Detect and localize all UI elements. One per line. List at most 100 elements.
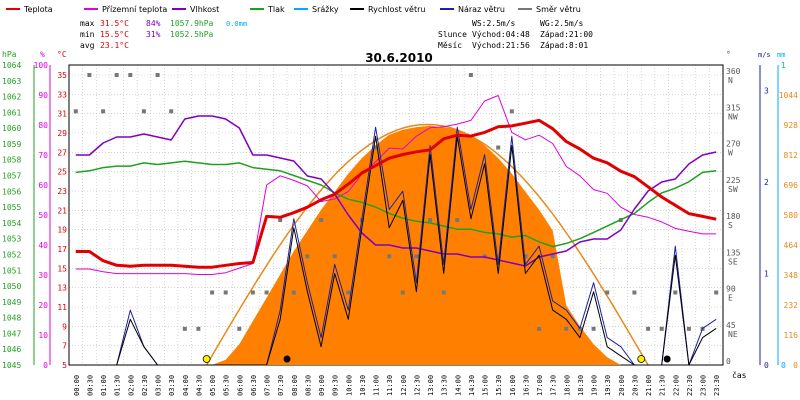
wind-direction-point	[87, 73, 92, 77]
axis-radiation-tick: 0	[793, 361, 798, 370]
sunset-marker	[637, 355, 646, 363]
axis-radiation-tick: 1044	[779, 91, 798, 100]
x-tick-label: 05:00	[209, 375, 217, 396]
x-tick-label: 21:00	[645, 375, 653, 396]
axis-temp-tick: 23	[57, 187, 67, 196]
axis-temp-tick: 9	[62, 322, 67, 331]
wind-direction-point	[387, 254, 392, 259]
axis-radiation-tick: 696	[784, 181, 799, 190]
wind-direction-point	[196, 326, 201, 331]
wind-speed-line	[75, 135, 717, 366]
axis-ms-tick: 1	[764, 270, 769, 279]
wind-direction-point	[346, 290, 351, 295]
axis-hpa-tick: 1064	[2, 61, 21, 70]
axis-dir-cardinal: NE	[728, 330, 738, 339]
x-tick-label: 02:00	[127, 375, 135, 396]
axis-dir-tick: 225	[726, 176, 741, 185]
legend-label: Rychlost větru	[368, 5, 425, 14]
axis-hpa-tick: 1055	[2, 203, 21, 212]
axis-mm-tick: 1	[781, 61, 786, 70]
axis-ms-tick: 2	[764, 178, 769, 187]
x-tick-label: 03:30	[168, 375, 176, 396]
axis-radiation-tick: 580	[784, 211, 799, 220]
wind-direction-point	[468, 73, 473, 77]
x-tick-label: 23:00	[700, 375, 708, 396]
axis-pct-tick: 50	[38, 211, 48, 220]
x-tick-label: 10:00	[345, 375, 353, 396]
wind-direction-point	[73, 109, 78, 114]
axis-hpa-tick: 1062	[2, 93, 21, 102]
x-tick-label: 05:30	[223, 375, 231, 396]
info-sun-rise: Východ:04:48	[472, 30, 530, 39]
axis-radiation-tick: 116	[784, 331, 799, 340]
axis-temp-tick: 15	[57, 264, 67, 273]
wind-direction-point	[550, 254, 555, 259]
wind-direction-point	[114, 73, 119, 77]
x-tick-label: 12:30	[413, 375, 421, 396]
wind-direction-point	[169, 109, 174, 114]
wind-direction-point	[305, 254, 310, 259]
wind-direction-point	[237, 326, 242, 331]
wind-direction-point	[428, 218, 433, 222]
wind-direction-point	[373, 145, 378, 150]
x-tick-label: 10:30	[359, 375, 367, 396]
wind-direction-point	[523, 254, 528, 259]
wind-direction-point	[591, 326, 596, 331]
x-tick-label: 00:30	[86, 375, 94, 396]
axis-ms-tick: 0	[764, 361, 769, 370]
axis-temp-tick: 17	[57, 245, 67, 254]
wind-direction-point	[646, 326, 651, 331]
axis-hpa-tick: 1051	[2, 266, 21, 275]
info-sun-set: Západ:21:00	[540, 30, 593, 39]
wind-direction-point	[101, 109, 106, 114]
wind-direction-point	[564, 326, 569, 331]
axis-temp-tick: 31	[57, 110, 67, 119]
wind-direction-point	[319, 218, 324, 222]
wind-direction-point	[223, 290, 228, 295]
wind-direction-point	[400, 290, 405, 295]
axis-temp-tick: 11	[57, 303, 67, 312]
axis-mm-unit: mm	[777, 51, 785, 59]
sun-moon-markers	[202, 355, 671, 363]
info-sun-label: Slunce	[438, 30, 467, 39]
series-lines	[75, 95, 717, 366]
axis-dir-tick: 360	[726, 67, 741, 76]
x-tick-label: 16:30	[522, 375, 530, 396]
x-tick-label: 04:00	[182, 375, 190, 396]
axis-hpa-tick: 1056	[2, 187, 21, 196]
axis-hpa-tick: 1045	[2, 361, 21, 370]
wind-direction-point	[182, 326, 187, 331]
x-tick-label: 13:00	[427, 375, 435, 396]
x-tick-label: 07:00	[264, 375, 272, 396]
wind-direction-point	[141, 109, 146, 114]
x-tick-label: 15:00	[482, 375, 490, 396]
axis-pct-tick: 40	[38, 241, 48, 250]
x-tick-label: 08:00	[291, 375, 299, 396]
axis-temp-tick: 27	[57, 148, 67, 157]
axis-radiation-tick: 928	[784, 121, 799, 130]
info-ws: WS:2.5m/s	[472, 19, 516, 28]
x-tick-label: 21:30	[659, 375, 667, 396]
axis-hpa-tick: 1054	[2, 219, 21, 228]
wind-direction-point	[441, 290, 446, 295]
axis-pct-label: %	[40, 50, 45, 59]
axis-hpa-tick: 1047	[2, 329, 21, 338]
axis-pct-tick: 80	[38, 121, 48, 130]
axis-dir-tick: 270	[726, 140, 741, 149]
wind-direction-point	[537, 326, 542, 331]
axis-pct-tick: 100	[34, 61, 49, 70]
legend-label: Srážky	[312, 5, 339, 14]
x-tick-label: 01:00	[100, 375, 108, 396]
axis-dir-tick: 45	[726, 321, 736, 330]
stats-min-humidity: 31%	[146, 30, 161, 39]
wind-direction-point	[264, 290, 269, 295]
wind-direction-point	[210, 290, 215, 295]
axis-dir-tick: 0	[726, 357, 731, 366]
x-tick-label: 23:30	[713, 375, 721, 396]
axis-temp-tick: 21	[57, 206, 67, 215]
stats-min-label: min	[80, 30, 95, 39]
wind-direction-point	[414, 254, 419, 259]
axis-ms-tick: 3	[764, 87, 769, 96]
wind-direction-point	[686, 326, 691, 331]
